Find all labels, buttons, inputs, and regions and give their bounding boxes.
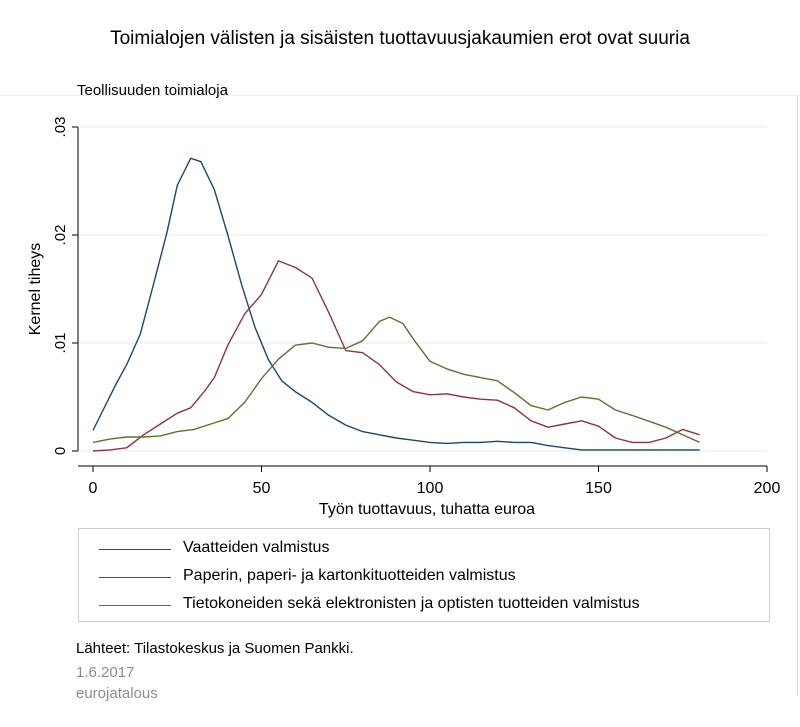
legend-label: Vaatteiden valmistus (183, 539, 330, 556)
x-tick-label: 200 (754, 480, 781, 497)
legend-swatch-green (99, 605, 171, 606)
legend-swatch-blue (99, 549, 171, 550)
panel-edge (797, 96, 798, 696)
chart-legend: Vaatteiden valmistus Paperin, paperi- ja… (78, 528, 770, 622)
legend-swatch-red (99, 577, 171, 578)
y-tick-label: .02 (52, 225, 69, 246)
kernel-density-chart: 0 .01 .02 .03 0 50 100 150 200 Työn tuottavuus, t… (27, 117, 781, 518)
chart-subtitle: Teollisuuden toimialoja (77, 82, 228, 99)
x-tick-label: 0 (89, 480, 98, 497)
source-note: Lähteet: Tilastokeskus ja Suomen Pankki. (76, 640, 354, 657)
y-tick-label: 0 (52, 447, 69, 455)
y-tick-label: .01 (52, 333, 69, 354)
series-line-3 (92, 316, 700, 444)
brand-label: eurojatalous (76, 685, 158, 702)
chart-title: Toimialojen välisten ja sisäisten tuotta… (110, 28, 690, 49)
series-line-1 (92, 157, 700, 451)
x-axis-title: Työn tuottavuus, tuhatta euroa (319, 501, 535, 518)
x-tick-label: 100 (417, 480, 444, 497)
publish-date: 1.6.2017 (76, 664, 135, 681)
x-tick-label: 150 (585, 480, 612, 497)
x-tick-label: 50 (253, 480, 271, 497)
header-divider (0, 95, 800, 96)
y-axis-title: Kernel tiheys (27, 243, 44, 336)
legend-label: Paperin, paperi- ja kartonkituotteiden v… (183, 567, 516, 584)
y-tick-label: .03 (52, 117, 69, 138)
series-line-2 (92, 260, 700, 452)
legend-label: Tietokoneiden sekä elektronisten ja opti… (183, 595, 640, 612)
